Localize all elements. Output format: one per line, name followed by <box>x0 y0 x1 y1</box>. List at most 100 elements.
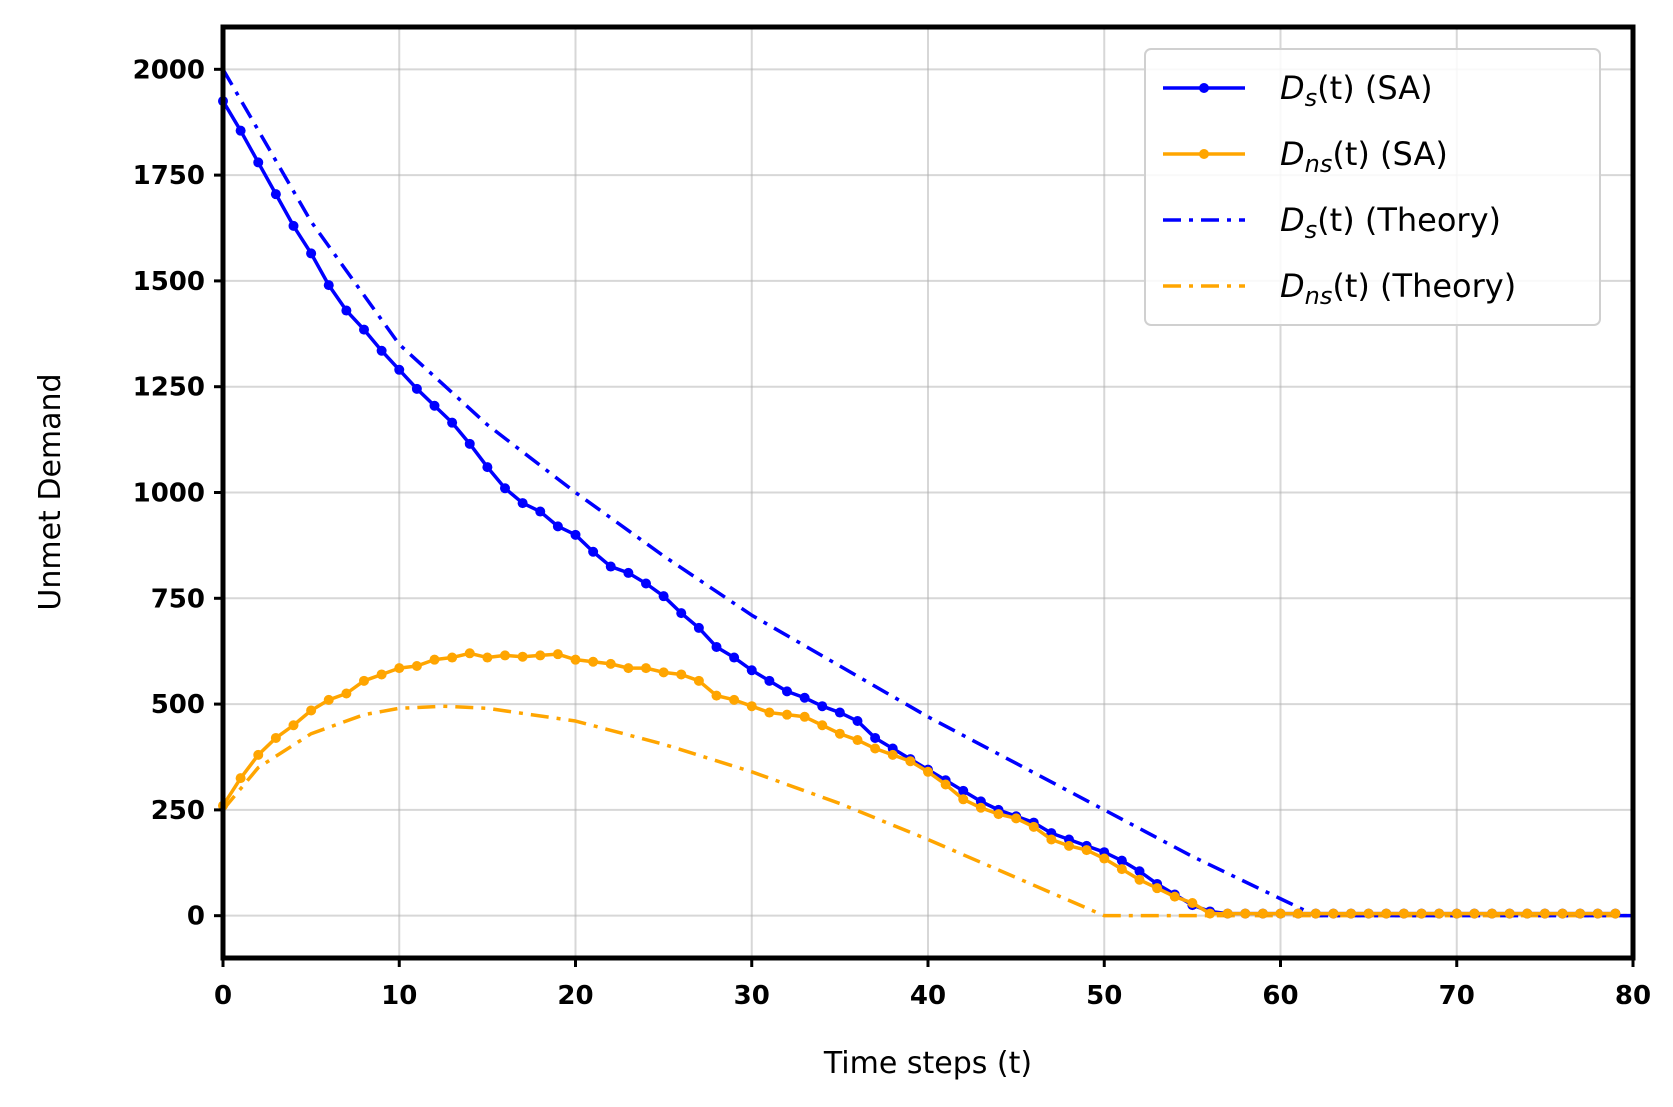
data-point <box>235 125 246 136</box>
data-point <box>852 735 863 746</box>
data-point <box>923 766 933 777</box>
data-point <box>394 663 405 674</box>
legend-marker <box>1199 83 1209 93</box>
data-point <box>729 652 740 663</box>
data-point <box>1116 864 1127 875</box>
data-point <box>658 667 669 678</box>
data-point <box>411 661 422 672</box>
data-point <box>782 686 792 697</box>
data-point <box>676 669 687 680</box>
y-axis-ticks: 0 250 500 750 1000 1250 1500 1750 2000 <box>133 55 223 932</box>
data-point <box>394 364 405 375</box>
data-point <box>464 648 475 659</box>
y-tick-label: 2000 <box>133 55 205 85</box>
data-point <box>1504 908 1515 919</box>
data-point <box>1187 897 1198 908</box>
series-1 <box>218 648 1621 919</box>
data-point <box>1487 908 1497 919</box>
data-point <box>535 650 546 661</box>
legend: Ds(t) (SA) Dns(t) (SA) Ds(t) (Theory) Dns(t… <box>1144 48 1601 326</box>
data-point <box>570 529 581 540</box>
data-point <box>1363 908 1374 919</box>
data-point <box>464 438 475 449</box>
series-line <box>221 704 1633 918</box>
data-point <box>958 785 969 796</box>
x-tick-label: 60 <box>1262 981 1298 1011</box>
y-tick-label: 1000 <box>133 479 205 509</box>
series-line <box>221 651 1616 916</box>
data-point <box>975 802 986 813</box>
data-point <box>782 709 792 720</box>
data-point <box>693 622 704 633</box>
data-point <box>1205 908 1215 919</box>
data-point <box>1240 908 1251 919</box>
data-point <box>817 701 828 712</box>
data-point <box>323 280 334 291</box>
x-tick-label: 20 <box>557 981 593 1011</box>
data-point <box>887 749 898 760</box>
data-point <box>1469 908 1480 919</box>
series-2 <box>221 68 1633 918</box>
data-point <box>376 345 387 356</box>
data-point <box>482 462 493 473</box>
data-point <box>1028 821 1039 832</box>
data-point <box>711 641 722 652</box>
y-tick-label: 1250 <box>133 373 205 403</box>
data-point <box>1416 908 1427 919</box>
y-tick-label: 750 <box>151 584 205 614</box>
data-point <box>870 743 881 754</box>
data-point <box>1116 855 1127 866</box>
data-point <box>764 675 775 686</box>
data-point <box>658 591 669 602</box>
data-point <box>500 650 510 661</box>
data-point <box>253 157 264 168</box>
data-point <box>359 675 369 686</box>
data-point <box>1592 908 1603 919</box>
data-point <box>1328 908 1339 919</box>
legend-item: Ds(t) (SA) <box>1163 69 1433 112</box>
data-point <box>1451 908 1462 919</box>
data-point <box>306 705 317 716</box>
data-point <box>746 701 757 712</box>
data-point <box>711 690 722 701</box>
data-point <box>605 561 616 572</box>
data-point <box>1539 908 1550 919</box>
data-point <box>641 578 651 589</box>
data-point <box>746 665 757 676</box>
data-point <box>517 651 528 662</box>
data-point <box>1152 883 1163 894</box>
data-point <box>693 675 704 686</box>
legend-item: Dns(t) (SA) <box>1163 135 1448 178</box>
data-point <box>270 189 281 200</box>
y-tick-label: 500 <box>151 690 205 720</box>
legend-marker <box>1199 149 1209 159</box>
data-point <box>288 720 299 731</box>
x-tick-label: 10 <box>381 981 417 1011</box>
data-point <box>834 728 845 739</box>
data-point <box>552 649 563 660</box>
y-axis-label: Unmet Demand <box>33 373 68 610</box>
data-point <box>588 656 599 667</box>
x-tick-label: 0 <box>214 981 232 1011</box>
data-point <box>1081 845 1092 856</box>
data-point <box>429 400 440 411</box>
data-point <box>1222 908 1233 919</box>
data-point <box>517 498 528 509</box>
data-point <box>552 521 563 532</box>
data-point <box>500 483 510 494</box>
x-tick-label: 40 <box>910 981 946 1011</box>
data-point <box>535 506 546 517</box>
x-tick-label: 50 <box>1086 981 1122 1011</box>
data-point <box>235 773 246 784</box>
y-tick-label: 1500 <box>133 267 205 297</box>
data-point <box>1557 908 1568 919</box>
data-point <box>411 383 422 394</box>
data-point <box>482 652 493 663</box>
data-point <box>1134 866 1145 877</box>
legend-label: Ds(t) (SA) <box>1280 69 1433 112</box>
data-point <box>253 749 264 760</box>
data-point <box>993 809 1004 820</box>
data-point <box>799 711 810 722</box>
data-point <box>1575 908 1586 919</box>
data-point <box>323 694 334 705</box>
